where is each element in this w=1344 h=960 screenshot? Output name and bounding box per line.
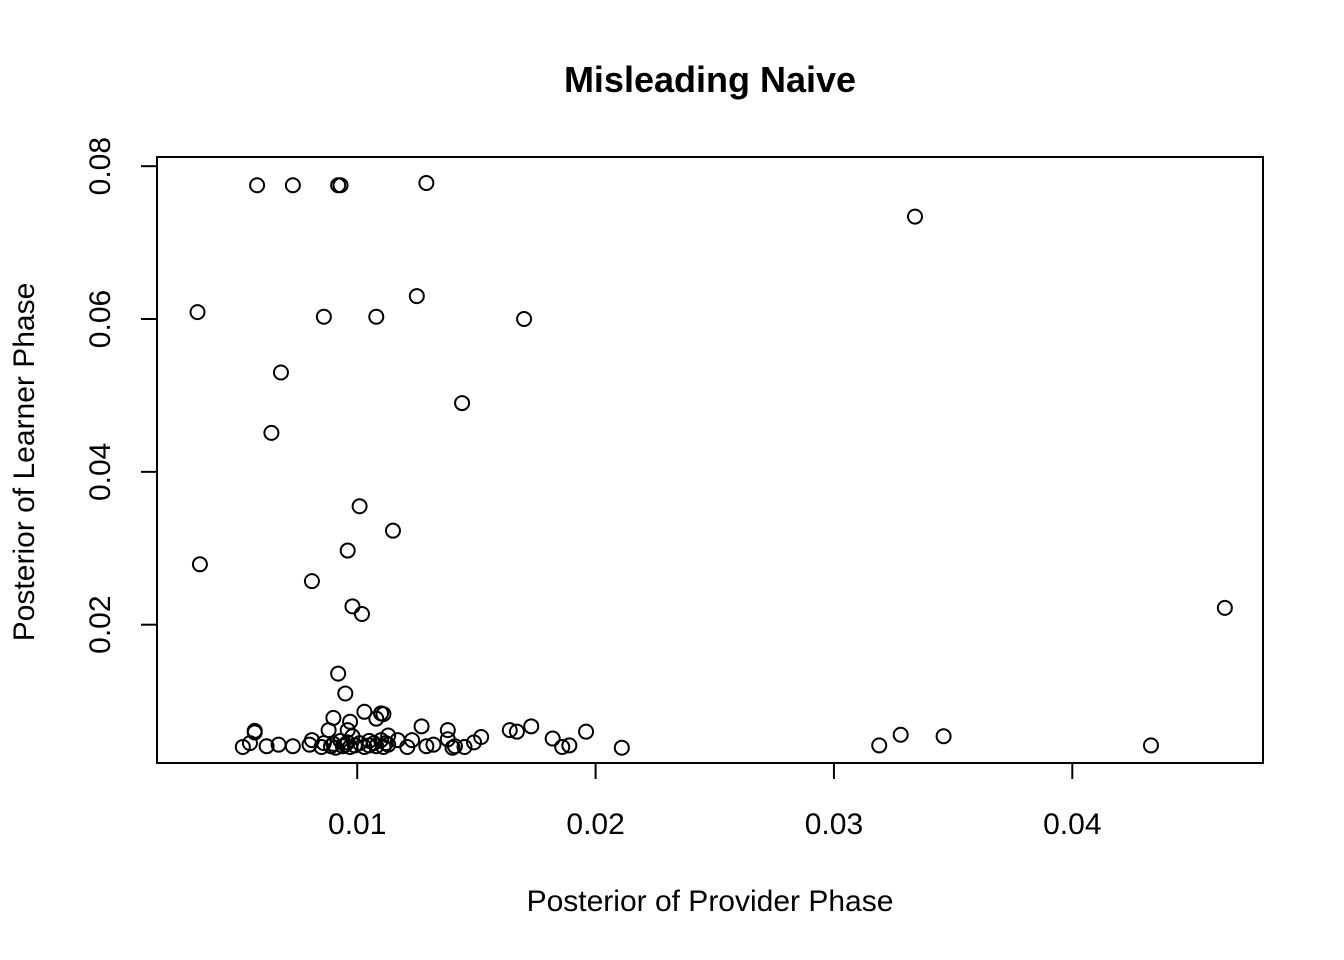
scatter-point (334, 738, 351, 755)
scatter-point (523, 718, 540, 735)
scatter-point (284, 738, 301, 755)
scatter-point (578, 723, 595, 740)
scatter-point (446, 738, 463, 755)
scatter-point (330, 665, 347, 682)
scatter-point (508, 723, 525, 740)
y-tick-label: 0.04 (84, 443, 117, 501)
scatter-point (332, 177, 349, 194)
x-axis-label: Posterior of Provider Phase (527, 885, 894, 918)
scatter-point (892, 726, 909, 743)
scatter-point (613, 739, 630, 756)
scatter-point (456, 738, 473, 755)
scatter-point (303, 573, 320, 590)
x-tick-label: 0.03 (805, 808, 863, 841)
scatter-point (454, 395, 471, 412)
scatter-point (439, 722, 456, 739)
x-axis: 0.01 0.02 0.03 0.04 (328, 763, 1102, 841)
scatter-point (444, 739, 461, 756)
scatter-point (263, 424, 280, 441)
scatter-point (466, 734, 483, 751)
scatter-point (320, 722, 337, 739)
x-tick-label: 0.01 (328, 808, 386, 841)
scatter-point (561, 737, 578, 754)
scatter-point (337, 736, 354, 753)
y-axis: 0.02 0.04 0.06 0.08 (84, 137, 157, 654)
scatter-point (935, 728, 952, 745)
data-points (189, 174, 1233, 756)
scatter-point (425, 736, 442, 753)
scatter-point (356, 703, 373, 720)
scatter-point (234, 738, 251, 755)
scatter-point (368, 710, 385, 727)
scatter-point (906, 208, 923, 225)
y-tick-label: 0.02 (84, 595, 117, 653)
scatter-point (356, 738, 373, 755)
scatter-point (516, 311, 533, 328)
scatter-point (339, 542, 356, 559)
scatter-point (375, 738, 392, 755)
chart-title: Misleading Naive (564, 59, 856, 100)
scatter-point (544, 730, 561, 747)
scatter-point (351, 498, 368, 515)
scatter-point (189, 304, 206, 321)
scatter-point (408, 288, 425, 305)
scatter-point (399, 738, 416, 755)
scatter-point (325, 735, 342, 752)
scatter-point (344, 598, 361, 615)
scatter-point (353, 605, 370, 622)
y-axis-label: Posterior of Learner Phase (8, 283, 41, 642)
scatter-point (258, 738, 275, 755)
scatter-point (368, 738, 385, 755)
scatter-point (315, 308, 332, 325)
scatter-point (1216, 599, 1233, 616)
scatter-point (554, 738, 571, 755)
scatter-point (413, 718, 430, 735)
scatter-point (418, 738, 435, 755)
y-tick-label: 0.06 (84, 290, 117, 348)
scatter-point (284, 177, 301, 194)
scatter-point (871, 737, 888, 754)
scatter-point (377, 735, 394, 752)
y-tick-label: 0.08 (84, 137, 117, 195)
scatter-point (1142, 737, 1159, 754)
scatter-point (368, 308, 385, 325)
scatter-point (249, 177, 266, 194)
scatter-point (501, 722, 518, 739)
x-tick-label: 0.02 (566, 808, 624, 841)
scatter-point (384, 522, 401, 539)
plot-frame (156, 156, 1264, 764)
scatter-point (342, 713, 359, 730)
x-tick-label: 0.04 (1043, 808, 1101, 841)
scatter-point (337, 685, 354, 702)
scatter-point (191, 556, 208, 573)
scatter-point (301, 736, 318, 753)
scatter-point (272, 364, 289, 381)
scatter-point (418, 174, 435, 191)
